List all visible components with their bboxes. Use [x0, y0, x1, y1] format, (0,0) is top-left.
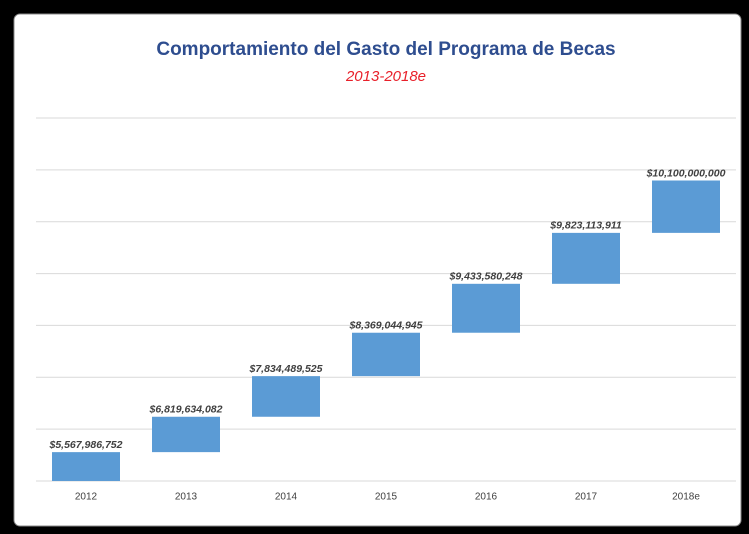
bar — [52, 452, 120, 481]
data-label: $6,819,634,082 — [149, 404, 223, 416]
data-label: $8,369,044,945 — [349, 320, 423, 332]
x-tick-label: 2015 — [375, 492, 398, 503]
x-tick-label: 2017 — [575, 492, 598, 503]
bar — [352, 332, 420, 377]
chart-subtitle: 2013-2018e — [345, 68, 426, 85]
data-label: $7,834,489,525 — [249, 363, 323, 375]
data-label: $5,567,986,752 — [49, 439, 123, 451]
bar — [652, 180, 720, 233]
bar — [552, 232, 620, 284]
x-tick-label: 2016 — [475, 492, 498, 503]
x-tick-label: 2014 — [275, 492, 298, 503]
bar — [152, 416, 220, 453]
chart-title: Comportamiento del Gasto del Programa de… — [156, 39, 615, 60]
x-tick-label: 2012 — [75, 492, 98, 503]
x-tick-label: 2013 — [175, 492, 198, 503]
data-label: $9,823,113,911 — [549, 220, 622, 232]
bar — [252, 376, 320, 417]
data-label: $9,433,580,248 — [449, 271, 523, 283]
data-label: $10,100,000,000 — [646, 167, 726, 179]
x-tick-label: 2018e — [672, 492, 700, 503]
bar — [452, 283, 520, 333]
panel — [13, 13, 742, 527]
